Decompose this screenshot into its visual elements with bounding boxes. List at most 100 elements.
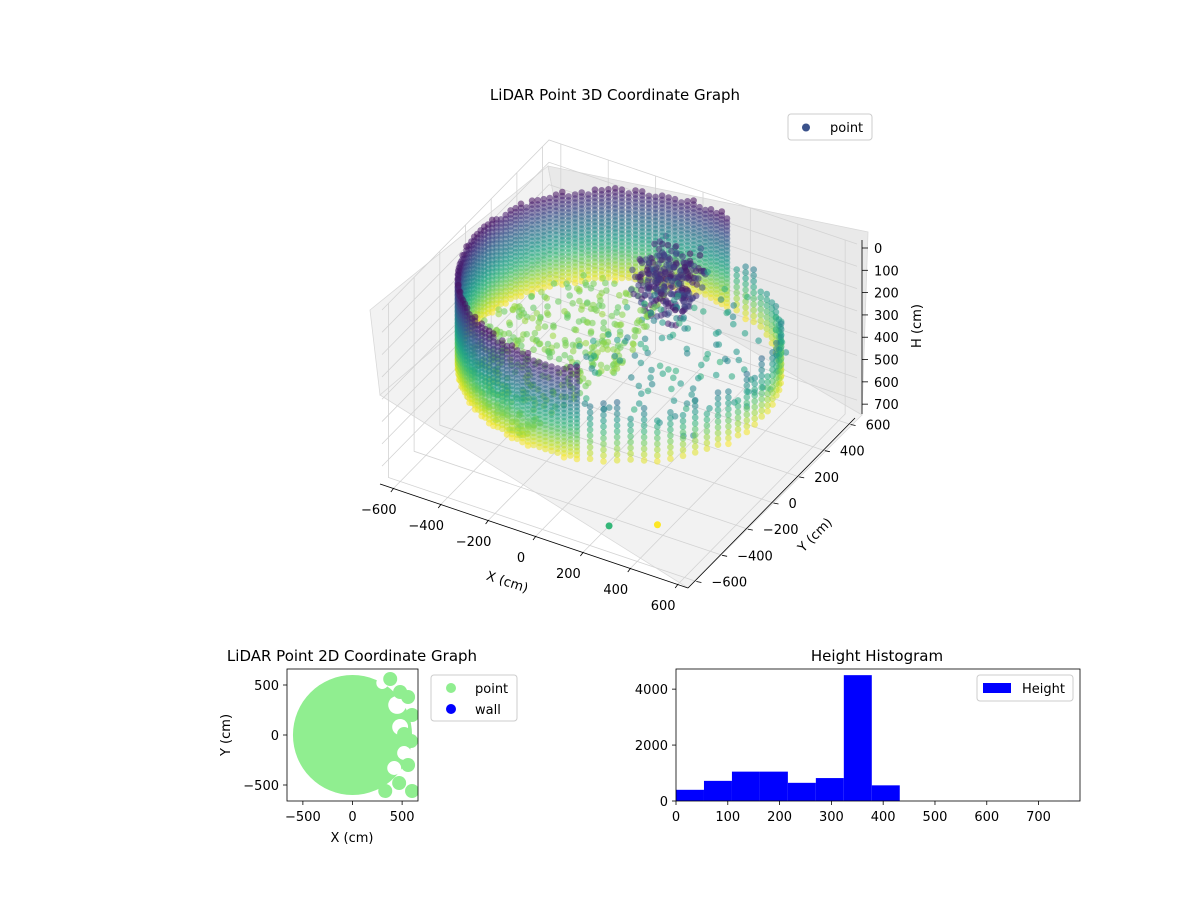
grid-line-y [388,303,697,582]
point-marker [734,431,742,439]
point-marker [725,388,732,395]
point-marker [743,393,751,401]
point-marker [640,428,648,435]
point-marker [714,435,722,443]
point-marker [618,274,626,282]
point-marker [757,288,764,296]
point-marker [750,318,757,326]
point-marker [600,446,607,454]
point-marker [742,286,749,294]
point-marker [742,280,749,288]
point-marker [664,241,672,249]
point-marker [600,319,608,326]
point-marker [691,449,699,456]
point-marker [623,290,630,298]
point-marker [735,356,743,364]
x-tick-label: 300 [819,810,844,825]
point-marker [603,364,611,372]
point-marker [758,401,765,409]
point-marker [509,306,517,314]
point-marker [613,457,621,464]
point-marker [758,372,765,380]
point-marker [733,306,740,314]
y-tick [747,528,753,531]
point-marker [657,285,665,293]
point-marker [743,417,751,424]
point-marker [714,412,722,420]
point-marker [743,388,751,395]
point-marker [587,329,595,337]
point-marker [757,323,764,330]
point-cloud [454,185,790,530]
point-marker [613,428,621,435]
point-marker [758,366,765,374]
point-marker [581,400,589,408]
point-marker [679,417,687,425]
point-marker [763,331,771,338]
point-marker [763,290,771,298]
point-marker [609,368,617,376]
point-marker [495,310,503,318]
point-marker [764,390,771,398]
point-marker [714,418,722,425]
point-marker [635,400,643,407]
point-marker [758,413,765,420]
point-marker [654,423,661,430]
point-marker [670,264,678,271]
point-marker [507,295,514,303]
y-tick-label: 0 [271,729,279,744]
point-marker [597,297,604,304]
point-marker [576,297,583,305]
x-tick-label: 200 [556,567,581,582]
point-marker [668,291,675,298]
histogram-bar [703,780,732,801]
x-tick-label: 0 [517,551,525,566]
point-marker [629,346,637,354]
point-marker [743,422,751,430]
point-marker [691,425,699,433]
point-marker [679,308,686,315]
point-marker [733,277,740,285]
point-marker [591,305,598,313]
point-marker [703,428,711,435]
z-tick-label: 500 [874,354,899,369]
point-marker [644,387,652,395]
point-marker [656,362,664,370]
point-marker [725,434,732,442]
point-marker [777,333,784,341]
y-tick-label: −400 [737,549,773,564]
point-marker [742,269,749,276]
point-marker [519,438,526,446]
y-tick-label: −200 [763,523,799,538]
point-marker [714,400,722,408]
point-marker [632,327,640,334]
point-marker [537,313,544,321]
point-marker [769,366,776,374]
point-marker [658,334,666,342]
point-marker [561,308,568,315]
point-marker [757,305,764,313]
point-marker [538,288,545,296]
point-marker [743,382,751,389]
point-marker [600,434,607,442]
point-marker [500,330,508,338]
point-marker [769,372,776,379]
point-marker [600,440,607,448]
point-marker [691,304,698,312]
point-marker [640,422,648,429]
point-marker [769,395,776,403]
point-marker [725,394,732,401]
point-marker [683,350,691,357]
point-marker [703,416,711,424]
point-marker [679,435,687,442]
x-tick [437,503,442,509]
point-marker [541,323,549,330]
grid-line-z [381,161,858,333]
y-tick [850,424,856,426]
point-marker [750,301,757,308]
point-marker [600,411,607,419]
point-marker [751,392,758,399]
point-marker [583,353,590,361]
point-marker [659,240,666,248]
point-marker [665,366,672,373]
